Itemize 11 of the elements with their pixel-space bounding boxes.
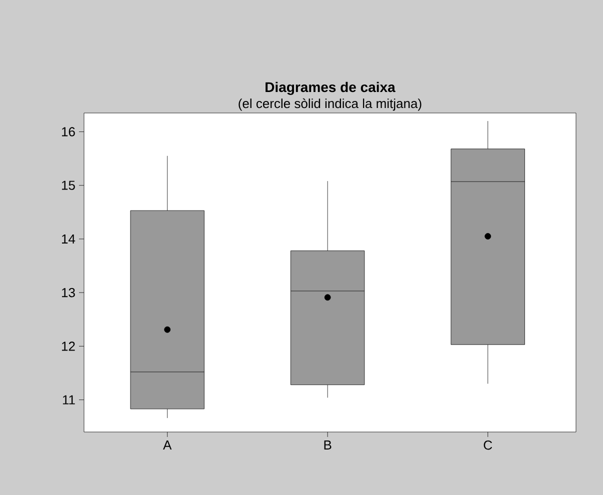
y-tick-label: 16 (62, 127, 75, 136)
y-tick-label: 12 (62, 342, 75, 351)
x-tick-label: B (324, 440, 332, 450)
chart-subtitle: (el cercle sòlid indica la mitjana) (238, 98, 422, 111)
y-tick-label: 11 (62, 395, 75, 404)
x-tick-label: A (163, 440, 172, 450)
y-tick-label: 15 (62, 180, 75, 190)
chart-title: Diagrames de caixa (266, 82, 396, 95)
y-tick-label: 14 (62, 234, 76, 244)
x-tick-label: C (484, 440, 492, 450)
y-tick-label: 13 (62, 288, 75, 298)
